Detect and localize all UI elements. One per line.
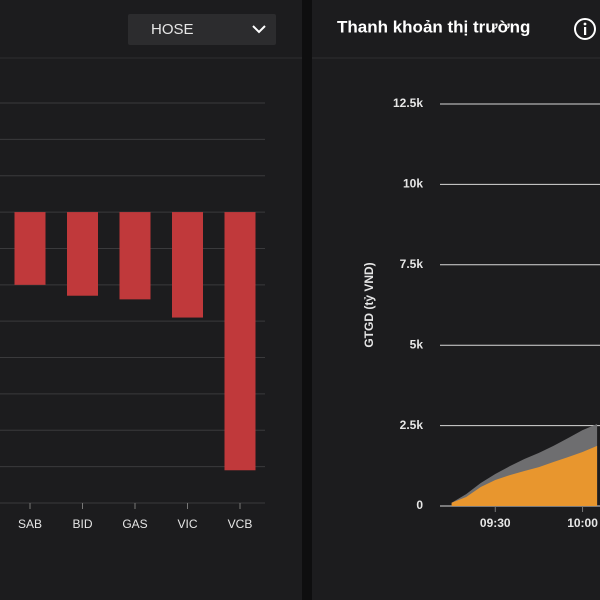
bar [224,212,256,471]
exchange-dropdown[interactable]: HOSE [128,14,276,45]
info-button[interactable] [574,18,596,40]
info-bar [584,27,587,35]
bar [172,212,203,318]
chart-title: Thanh khoản thị trường [337,17,530,36]
info-dot [583,22,587,26]
dropdown-label: HOSE [151,21,194,38]
y-tick-label: 12.5k [393,96,423,110]
x-tick-label: VIC [177,517,197,531]
y-axis-label: GTGD (tỷ VND) [362,262,376,347]
bar [67,212,98,296]
left-panel [0,0,302,600]
y-tick-label: 0 [416,498,423,512]
y-tick-label: 10k [403,177,423,191]
x-tick-label: VCB [228,517,253,531]
x-tick-label: SAB [18,517,42,531]
chevron [252,25,266,34]
dropdown-box[interactable] [128,14,276,45]
x-tick-label: 09:30 [480,516,511,530]
right-panel [312,0,600,600]
x-tick-label: GAS [122,517,147,531]
x-tick-label: BID [72,517,92,531]
y-tick-label: 7.5k [400,257,424,271]
y-tick-label: 2.5k [400,418,424,432]
x-tick-label: 10:00 [567,516,598,530]
info-icon[interactable] [574,18,596,40]
bar [14,212,46,285]
area [451,445,598,506]
y-tick-label: 5k [410,337,424,351]
bar [119,212,151,300]
